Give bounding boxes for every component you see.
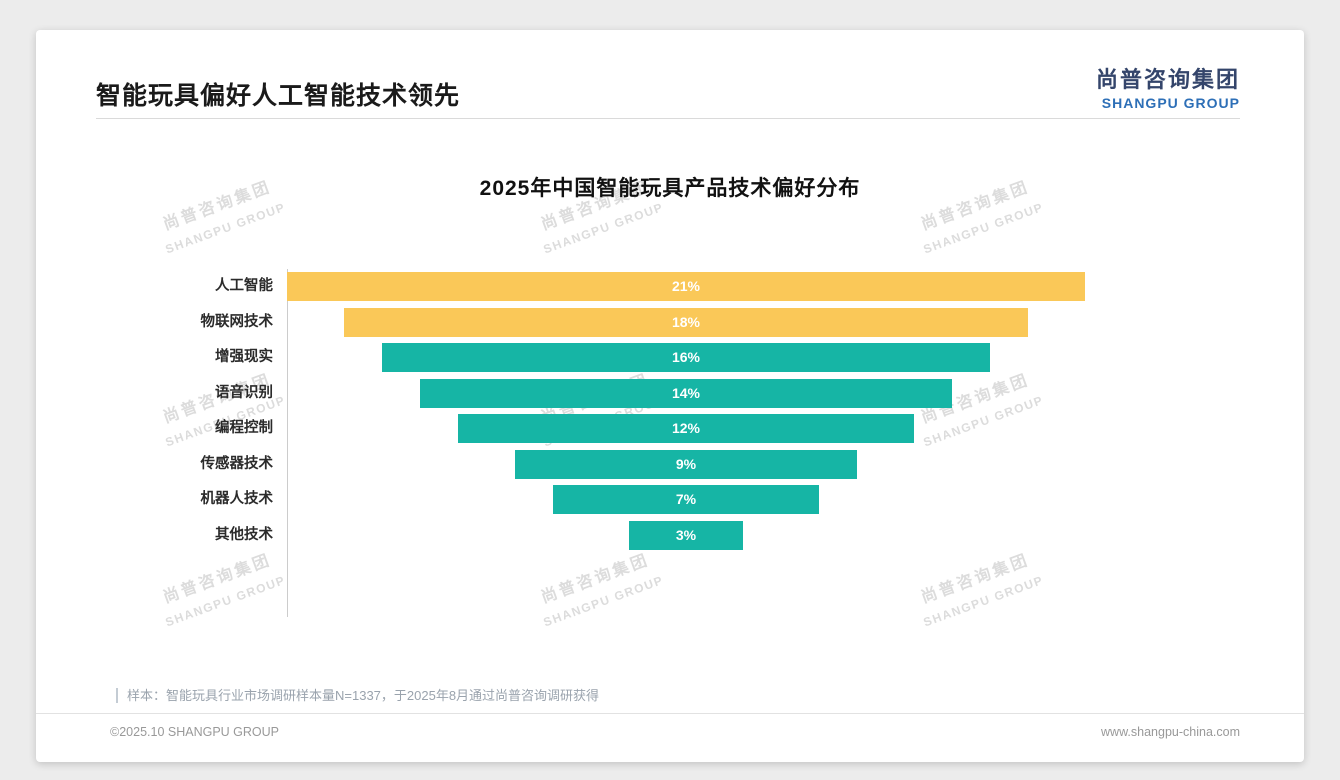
bar-segment: 3% [629,520,743,550]
chart-row: 机器人技术 7% [36,485,1304,514]
page-footer: ©2025.10 SHANGPU GROUP www.shangpu-china… [36,725,1304,739]
category-label: 传感器技术 [200,455,274,472]
page-title: 智能玩具偏好人工智能技术领先 [96,82,461,110]
category-label: 编程控制 [215,420,273,436]
chart-row: 语音识别 14% [36,378,1304,408]
website-url: www.shangpu-china.com [1101,725,1240,739]
funnel-bar-chart: 人工智能 21% 物联网技术 18% 增强现实 16% 语音识别 14% 编程控制 12% 传感器技… [36,269,1304,652]
header-divider [96,118,1240,119]
company-logo: 尚普咨询集团 SHANGPU GROUP [1096,62,1240,111]
chart-title: 2025年中国智能玩具产品技术偏好分布 [479,177,861,200]
bar-segment: 14% [420,378,952,408]
bar-segment: 21% [287,272,1085,301]
logo-text-en: SHANGPU GROUP [1101,95,1240,111]
category-label: 语音识别 [215,384,273,401]
chart-row: 人工智能 21% [36,272,1304,301]
category-label: 增强现实 [215,349,273,365]
bar-segment: 18% [344,307,1028,337]
bar-segment: 16% [382,343,990,372]
footer-divider [36,713,1304,714]
copyright-text: ©2025.10 SHANGPU GROUP [110,725,279,739]
y-axis-line [287,269,288,617]
category-label: 物联网技术 [200,313,274,330]
chart-row: 物联网技术 18% [36,307,1304,337]
bar-segment: 9% [515,449,857,479]
category-label: 人工智能 [215,278,273,294]
category-label: 机器人技术 [200,491,274,507]
report-page: 尚普咨询集团 SHANGPU GROUP 尚普咨询集团 SHANGPU GROUP 尚普… [36,30,1304,762]
bar-segment: 12% [458,414,914,443]
chart-row: 编程控制 12% [36,414,1304,443]
chart-row: 传感器技术 9% [36,449,1304,479]
category-label: 其他技术 [215,526,273,543]
bar-segment: 7% [553,485,819,514]
chart-row: 其他技术 3% [36,520,1304,550]
logo-text-cn: 尚普咨询集团 [1095,67,1240,92]
sample-note: 样本：智能玩具行业市场调研样本量N=1337，于2025年8月通过尚普咨询调研获… [116,688,599,703]
chart-row: 增强现实 16% [36,343,1304,372]
